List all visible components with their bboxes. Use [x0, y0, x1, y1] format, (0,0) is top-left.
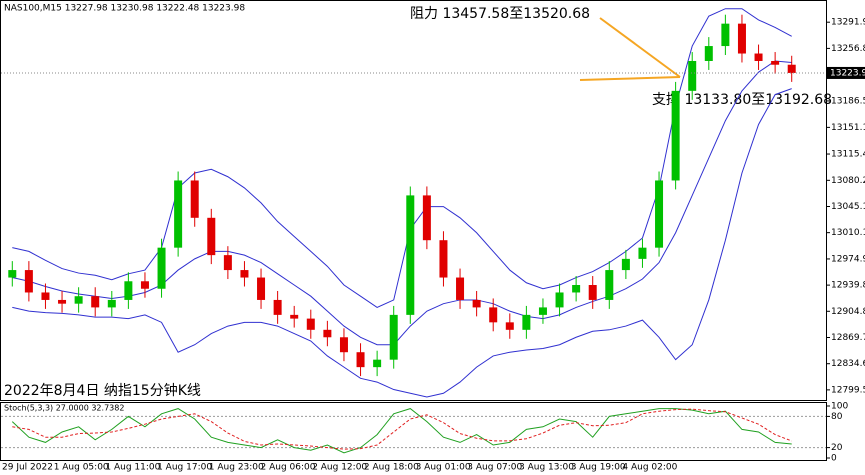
x-tick-label: 1 Aug 05:00: [54, 463, 109, 473]
y-tick-label: 12799.55: [831, 385, 865, 395]
stoch-main: [11, 408, 792, 454]
candle-body: [655, 180, 664, 248]
candle-body: [41, 292, 50, 300]
candle-body: [207, 217, 216, 256]
candle-body: [190, 180, 199, 218]
x-tick-label: 1 Aug 11:00: [105, 463, 160, 473]
current-price-label: 13223.98: [830, 68, 865, 78]
candle-body: [389, 314, 398, 360]
candle-body: [124, 281, 133, 300]
candle-body: [588, 285, 597, 300]
candle-body: [638, 247, 647, 259]
candle-body: [422, 195, 431, 241]
stoch-tick-label: 100: [831, 402, 848, 412]
x-tick-label: 4 Aug 02:00: [622, 463, 677, 473]
candle-body: [58, 299, 67, 304]
y-tick-label: 13151.10: [831, 123, 865, 133]
candle-body: [157, 247, 166, 289]
trend-line: [599, 17, 681, 78]
candle-body: [107, 299, 116, 308]
y-tick-label: 13256.86: [831, 44, 865, 54]
stoch-tick-label: 0: [831, 454, 837, 464]
candle-body: [489, 307, 498, 323]
candle-body: [174, 180, 183, 248]
candle-body: [472, 299, 481, 308]
y-tick-label: 12869.70: [831, 333, 865, 343]
bollinger-upper: [12, 8, 792, 308]
x-tick-label: 2 Aug 18:00: [364, 463, 419, 473]
stoch-tick-label: 80: [831, 412, 843, 422]
x-tick-label: 3 Aug 13:00: [519, 463, 574, 473]
y-tick-label: 12904.80: [831, 307, 865, 317]
x-tick-label: 2 Aug 06:00: [261, 463, 316, 473]
candle-body: [91, 296, 100, 308]
candle-body: [771, 60, 780, 65]
candle-body: [306, 318, 315, 330]
candle-body: [671, 90, 680, 181]
candle-body: [621, 258, 630, 271]
annotation: 阻力 13457.58至13520.68: [410, 6, 590, 22]
header: NAS100,M15 13227.98 13230.98 13222.48 13…: [4, 4, 245, 14]
caption: 2022年8月4日 纳指15分钟K线: [4, 382, 201, 399]
bollinger-lower: [12, 88, 792, 398]
y-tick-label: 13115.40: [831, 150, 865, 160]
candle-body: [273, 299, 282, 315]
y-tick-label: 13010.10: [831, 228, 865, 238]
current-price-box: [827, 66, 865, 79]
candle-body: [339, 337, 348, 353]
stoch-label: Stoch(5,3,3) 27.0000 32.7382: [4, 404, 124, 413]
stoch-tick-label: 20: [831, 443, 843, 453]
candle-body: [505, 322, 514, 330]
candle-body: [8, 270, 17, 278]
candle-body: [223, 255, 232, 271]
candle-body: [240, 270, 249, 278]
candle-body: [605, 270, 614, 300]
candle-body: [439, 240, 448, 278]
candle-body: [323, 329, 332, 338]
annotation: 支撑 13133.80至13192.68: [652, 92, 832, 108]
candle-body: [24, 270, 33, 293]
candle-body: [555, 292, 564, 308]
stoch-panel: [0, 402, 827, 461]
y-tick-label: 12939.85: [831, 281, 865, 291]
candle-body: [754, 53, 763, 61]
x-tick-label: 2 Aug 12:00: [312, 463, 367, 473]
candle-body: [140, 281, 149, 289]
candle-body: [522, 314, 531, 330]
candle-body: [356, 352, 365, 368]
x-tick-label: 3 Aug 07:00: [467, 463, 522, 473]
trend-line: [579, 76, 681, 81]
candle-body: [290, 314, 299, 319]
y-tick-label: 13045.15: [831, 202, 865, 212]
y-tick-label: 12974.90: [831, 254, 865, 264]
y-tick-label: 13080.20: [831, 176, 865, 186]
candle-body: [704, 46, 713, 61]
candle-body: [373, 359, 382, 368]
candle-body: [456, 277, 465, 300]
candle-body: [688, 60, 697, 91]
y-tick-label: 13291.95: [831, 18, 865, 28]
candle-body: [257, 277, 266, 300]
candle-body: [737, 23, 746, 54]
y-tick-label: 12834.60: [831, 359, 865, 369]
candle-body: [572, 285, 581, 293]
bollinger-middle: [12, 60, 792, 346]
x-tick-label: 29 Jul 2022: [2, 463, 53, 473]
candle-body: [406, 195, 415, 315]
x-tick-label: 3 Aug 19:00: [571, 463, 626, 473]
candle-body: [538, 307, 547, 315]
candle-body: [74, 296, 83, 304]
candle-body: [721, 23, 730, 47]
x-tick-label: 1 Aug 23:00: [209, 463, 264, 473]
x-tick-label: 1 Aug 17:00: [157, 463, 212, 473]
x-tick-label: 3 Aug 01:00: [416, 463, 471, 473]
y-tick-label: 13186.50: [831, 96, 865, 106]
candle-body: [787, 64, 796, 73]
